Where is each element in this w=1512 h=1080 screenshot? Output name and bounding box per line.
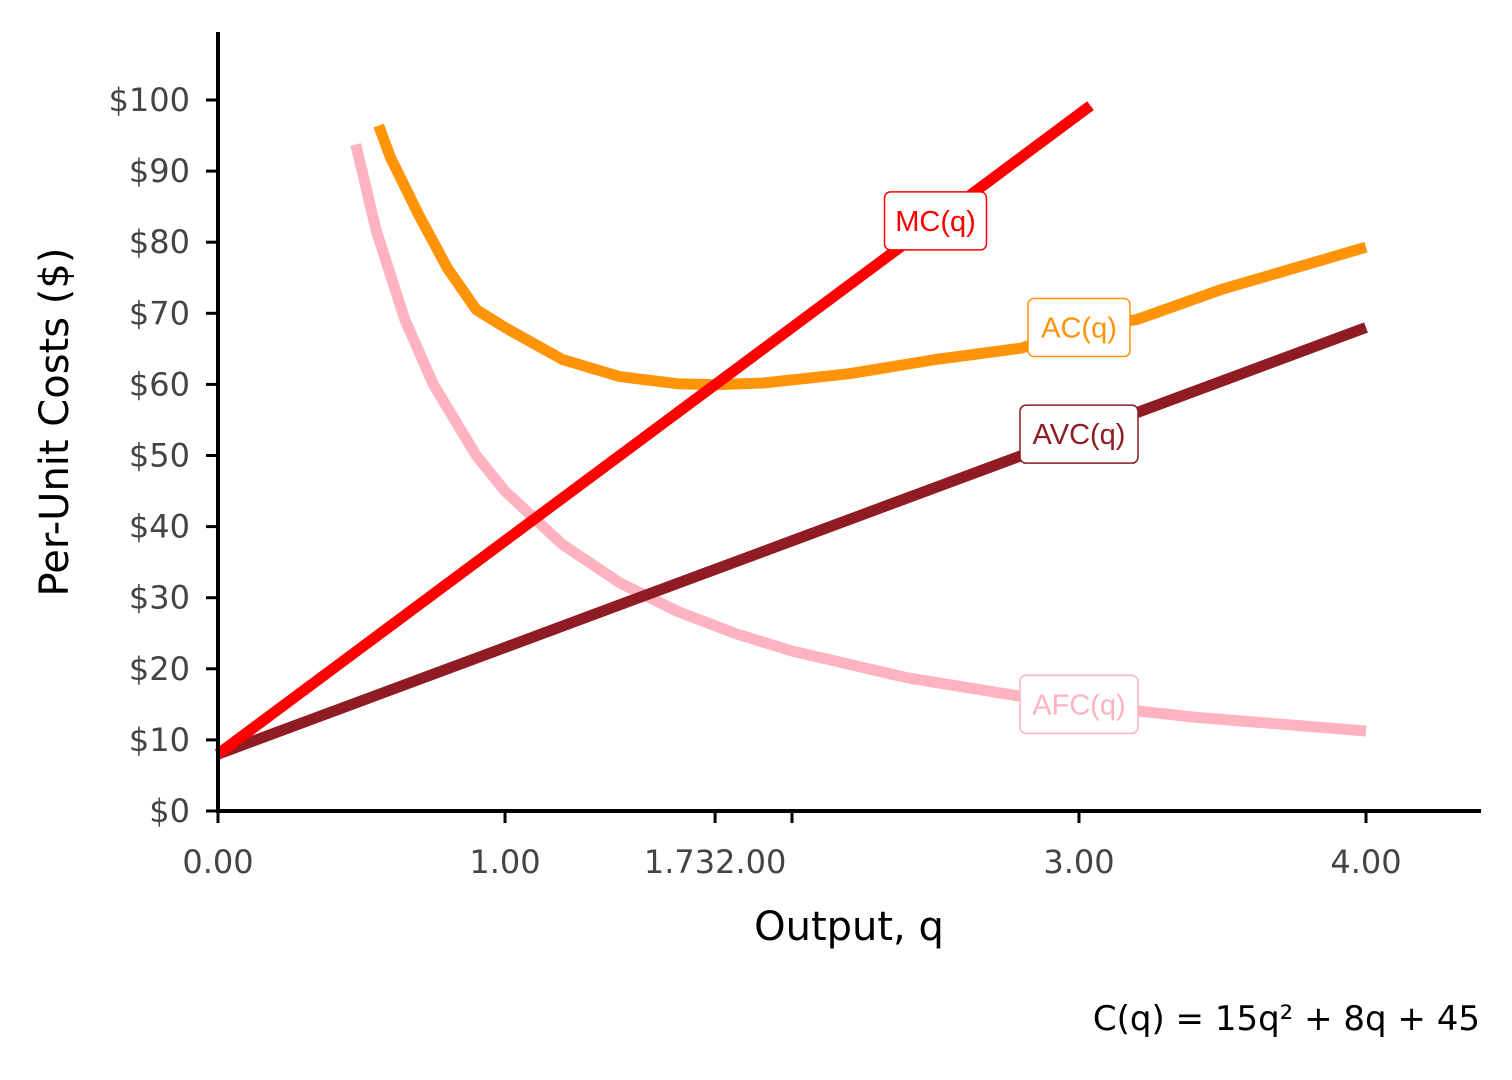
afc-q-label-text: AFC(q) (1032, 689, 1125, 721)
y-tick-label: $10 (129, 721, 190, 759)
y-axis-title: Per-Unit Costs ($) (32, 248, 78, 597)
ac-q-label-text: AC(q) (1041, 313, 1117, 345)
y-ticks: $0 $10 $20 $30 $40 $50 $60 $70 $80 $90 $100 (109, 81, 218, 830)
avc-q-label-text: AVC(q) (1033, 419, 1126, 451)
y-tick-label: $70 (129, 294, 190, 332)
x-axis-title: Output, q (754, 904, 944, 950)
y-tick-label: $90 (129, 152, 190, 190)
avc-q-curve (218, 328, 1366, 755)
y-tick-label: $40 (129, 508, 190, 546)
x-tick-label: 3.00 (1043, 843, 1114, 881)
cost-function-caption: C(q) = 15q² + 8q + 45 (1093, 999, 1480, 1039)
mc-q-label: MC(q) (885, 192, 987, 250)
y-tick-label: $80 (129, 223, 190, 261)
curves-layer (218, 106, 1366, 754)
y-tick-label: $50 (129, 437, 190, 475)
y-tick-label: $0 (149, 792, 190, 830)
y-tick-label: $60 (129, 365, 190, 403)
mc-q-label-text: MC(q) (895, 206, 976, 238)
x-tick-label: 1.00 (469, 843, 540, 881)
cost-curves-chart: $0 $10 $20 $30 $40 $50 $60 $70 $80 $90 $100 0.00 1.… (0, 0, 1512, 1080)
afc-q-label: AFC(q) (1020, 675, 1138, 733)
avc-q-label: AVC(q) (1020, 405, 1138, 463)
x-tick-label: 4.00 (1330, 843, 1401, 881)
x-tick-label: 1.732.00 (644, 843, 787, 881)
y-tick-label: $30 (129, 579, 190, 617)
x-ticks: 0.00 1.00 1.732.00 3.00 4.00 (182, 811, 1401, 881)
y-tick-label: $20 (129, 650, 190, 688)
y-tick-label: $100 (109, 81, 190, 119)
axes-layer (216, 32, 1481, 813)
ac-q-label: AC(q) (1028, 299, 1130, 357)
ac-q-curve (379, 126, 1366, 385)
x-tick-label: 0.00 (182, 843, 253, 881)
